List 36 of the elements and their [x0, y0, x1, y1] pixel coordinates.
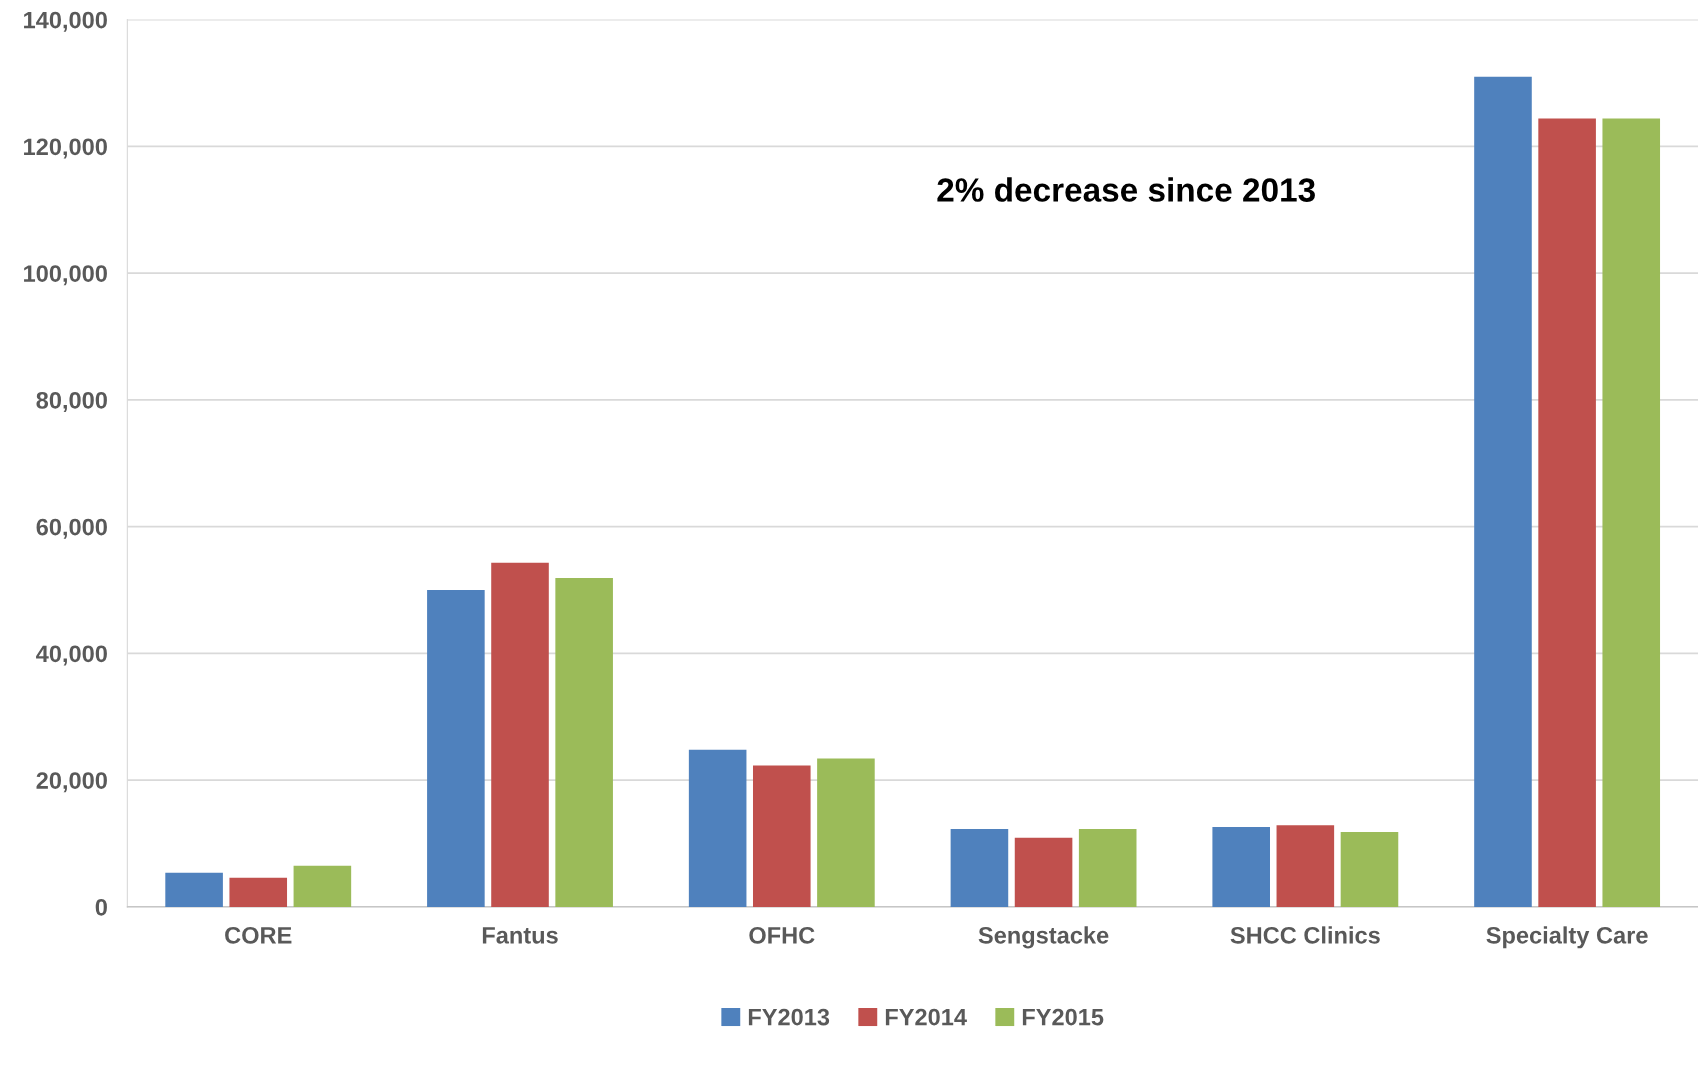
x-tick-label: Specialty Care: [1486, 926, 1648, 949]
x-tick-label: OFHC: [749, 926, 815, 944]
bar: [1602, 118, 1661, 907]
bar: [1340, 832, 1399, 907]
y-tick-label: 140,000: [24, 11, 107, 32]
bar: [491, 562, 549, 907]
legend-label: FY2015: [1022, 1008, 1104, 1026]
x-tick-label: CORE: [225, 926, 292, 944]
bar: [1474, 76, 1532, 907]
annotation: 2% decrease since 2013: [937, 177, 1315, 202]
bar: [293, 865, 352, 907]
y-tick-label: 0: [95, 898, 107, 916]
y-tick-label: 60,000: [36, 518, 107, 539]
bar: [555, 577, 613, 907]
x-tick-label: Fantus: [482, 927, 558, 944]
bar: [1276, 825, 1335, 907]
bar: [950, 828, 1009, 907]
bar: [1014, 837, 1073, 907]
y-tick-label: 120,000: [24, 138, 107, 159]
bar: [1078, 828, 1137, 907]
bar: [1538, 118, 1596, 907]
legend-label: FY2013: [748, 1008, 830, 1026]
x-tick-label: SHCC Clinics: [1230, 926, 1380, 944]
y-tick-label: 40,000: [36, 645, 107, 666]
bar: [752, 765, 811, 907]
bar: [229, 877, 288, 907]
y-tick-label: 80,000: [36, 391, 107, 413]
x-tick-label: Sengstacke: [978, 926, 1109, 949]
bar: [165, 872, 223, 907]
y-tick-label: 20,000: [36, 772, 107, 793]
bar: [427, 590, 485, 907]
y-tick-label: 100,000: [24, 265, 107, 286]
legend-label: FY2014: [885, 1008, 967, 1026]
bar: [1212, 827, 1270, 907]
bar: [817, 758, 875, 907]
bar: [688, 749, 747, 907]
